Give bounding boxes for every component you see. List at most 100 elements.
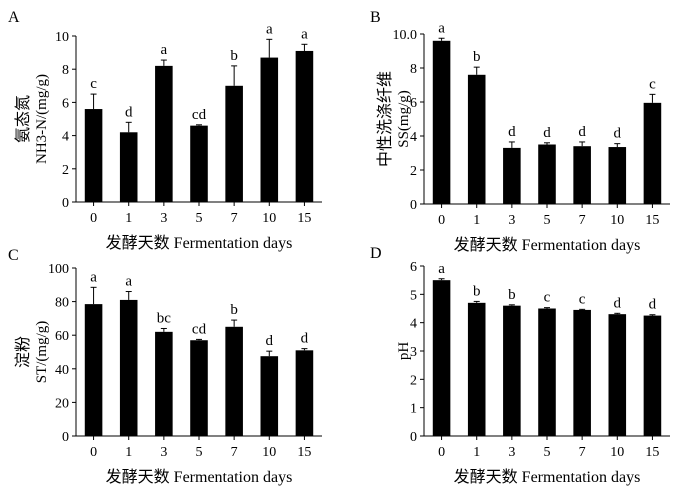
x-tick-label: 15 — [645, 213, 659, 228]
bar — [538, 144, 556, 204]
significance-letter: bc — [157, 310, 172, 326]
x-tick-label: 3 — [508, 445, 515, 460]
x-axis-label: 发酵天数 Fermentation days — [454, 236, 641, 254]
y-tick-label: 10 — [55, 30, 69, 45]
x-tick-label: 0 — [438, 213, 445, 228]
significance-letter: c — [90, 76, 97, 92]
x-tick-label: 1 — [473, 445, 480, 460]
y-tick-label: 100 — [48, 262, 69, 277]
x-tick-label: 1 — [125, 445, 132, 460]
y-tick-label: 3 — [410, 345, 417, 360]
y-tick-label: 4 — [410, 130, 417, 145]
y-axis-label-en: ST/(mg/g) — [34, 321, 50, 384]
significance-letter: a — [266, 21, 273, 37]
bar — [643, 315, 662, 436]
y-axis-label-en: pH — [396, 342, 412, 361]
significance-letter: d — [649, 297, 657, 313]
x-tick-label: 1 — [125, 211, 132, 226]
y-tick-label: 0 — [62, 196, 69, 211]
x-tick-label: 15 — [297, 211, 311, 226]
y-tick-label: 8 — [62, 63, 69, 78]
bar — [538, 308, 556, 436]
y-tick-label: 0 — [62, 430, 69, 445]
bar — [573, 309, 591, 436]
bar — [573, 146, 591, 204]
panel-letter: B — [370, 9, 381, 26]
y-axis-label-en: SS(mg/g) — [396, 90, 412, 148]
chart-panel-b: B 0 2 4 6 8 10.0 a 0 b 1 d 3 d 5 d 7 d 10 c 15 发酵天数 Fermentat… — [370, 9, 670, 254]
bar — [503, 147, 521, 204]
bar — [432, 280, 451, 436]
x-tick-label: 1 — [473, 213, 480, 228]
y-tick-label: 6 — [410, 260, 417, 275]
bar — [84, 304, 103, 436]
y-axis-label-cn: 中性洗涤纤维 — [376, 71, 394, 167]
x-tick-label: 5 — [544, 213, 551, 228]
bar — [119, 299, 138, 436]
y-tick-label: 20 — [55, 396, 69, 411]
x-axis-label: 发酵天数 Fermentation days — [106, 468, 293, 486]
significance-letter: d — [543, 125, 551, 141]
y-tick-label: 2 — [62, 163, 69, 178]
significance-letter: d — [578, 124, 586, 140]
bar — [295, 350, 314, 436]
significance-letter: a — [125, 274, 132, 290]
x-tick-label: 5 — [196, 445, 203, 460]
x-tick-label: 0 — [438, 445, 445, 460]
panel-letter: A — [8, 9, 20, 26]
x-tick-label: 15 — [297, 445, 311, 460]
significance-letter: d — [301, 331, 309, 347]
significance-letter: a — [301, 26, 308, 42]
x-tick-label: 7 — [231, 445, 238, 460]
significance-letter: d — [614, 126, 622, 142]
bar — [295, 50, 314, 202]
y-tick-label: 4 — [410, 317, 417, 332]
y-tick-label: 10.0 — [393, 28, 418, 43]
bar — [155, 65, 173, 202]
x-tick-label: 7 — [579, 213, 586, 228]
y-tick-label: 4 — [62, 130, 69, 145]
x-axis-label: 发酵天数 Fermentation days — [454, 468, 641, 486]
x-tick-label: 15 — [645, 445, 659, 460]
x-tick-label: 10 — [610, 213, 624, 228]
y-tick-label: 0 — [410, 430, 417, 445]
significance-letter: d — [508, 124, 516, 140]
panel-letter: C — [8, 247, 19, 264]
significance-letter: b — [508, 287, 516, 303]
significance-letter: c — [649, 76, 656, 92]
bar — [643, 102, 662, 204]
x-tick-label: 7 — [579, 445, 586, 460]
x-tick-label: 3 — [160, 211, 167, 226]
bar — [467, 74, 486, 204]
y-tick-label: 2 — [410, 164, 417, 179]
y-axis-label-cn: 淀粉 — [14, 336, 32, 368]
y-tick-label: 1 — [410, 402, 417, 417]
significance-letter: cd — [192, 107, 207, 123]
x-axis-label: 发酵天数 Fermentation days — [106, 234, 293, 252]
bar — [432, 40, 451, 204]
y-tick-label: 2 — [410, 373, 417, 388]
bar — [608, 314, 627, 436]
bar — [260, 57, 279, 202]
bar — [260, 356, 279, 436]
y-tick-label: 40 — [55, 363, 69, 378]
significance-letter: a — [161, 42, 168, 58]
x-tick-label: 10 — [610, 445, 624, 460]
bar — [225, 326, 243, 436]
x-tick-label: 5 — [544, 445, 551, 460]
x-tick-label: 0 — [90, 211, 97, 226]
significance-letter: d — [125, 104, 133, 120]
bar — [503, 305, 521, 436]
significance-letter: b — [473, 49, 481, 65]
bar — [225, 85, 243, 202]
bar — [190, 340, 208, 436]
significance-letter: b — [230, 302, 238, 318]
significance-letter: a — [90, 269, 97, 285]
y-tick-label: 80 — [55, 296, 69, 311]
x-tick-label: 10 — [262, 211, 276, 226]
significance-letter: d — [614, 295, 622, 311]
significance-letter: cd — [192, 321, 207, 337]
significance-letter: c — [579, 291, 586, 307]
x-tick-label: 3 — [508, 213, 515, 228]
